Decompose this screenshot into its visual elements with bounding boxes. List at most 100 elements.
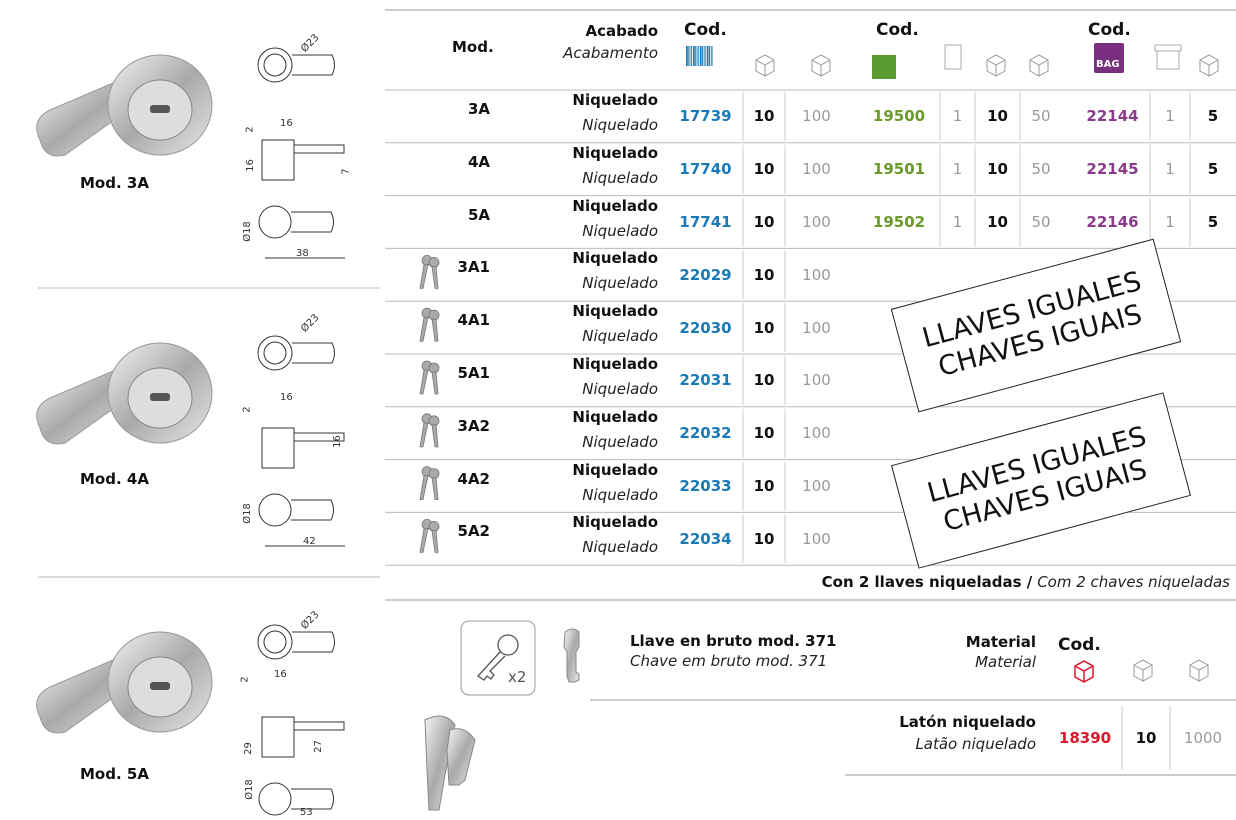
model-label: Mod. 5A [80,765,149,783]
note-text: Con 2 llaves niqueladas / [821,573,1033,591]
cell-value: 10 [753,476,775,495]
lock-photo [36,54,213,157]
keyhole [150,682,170,690]
cell-value: 50 [1031,212,1051,231]
bar [699,46,702,66]
cell-value: 1 [1165,212,1175,231]
key-head [428,362,440,374]
keys-icon [419,466,440,500]
cell-value: 100 [802,371,831,390]
key-blade [419,264,439,289]
keyhole [150,105,170,113]
key-photo [424,628,580,811]
cell-value: 10 [753,318,775,337]
outline [294,432,345,442]
cell-value: 10 [753,371,775,390]
outline [263,341,287,365]
dimension: 2 [241,406,253,413]
dimension: 27 [312,740,324,753]
outline [257,335,293,371]
row-finish: Niquelado [572,143,658,162]
cell-value: 100 [802,529,831,548]
cell-value: 100 [802,424,831,443]
bar [702,46,704,66]
key-blade [419,369,439,395]
dimension: Ø18 [243,779,255,800]
model-label: Mod. 4A [80,470,149,488]
key-blade [419,422,439,448]
row-model: 5A [467,205,490,224]
cell-value: 100 [802,212,831,231]
header-finish-pt: Acabamento [563,44,658,62]
outline [294,721,345,731]
header-mod: Mod. [452,38,494,56]
outline [294,144,345,154]
row-finish-pt: Niquelado [582,327,658,346]
code-label: Cod. [684,20,727,40]
row-model: 5A1 [457,364,490,382]
material-label-pt: Material [975,653,1036,671]
outline [1133,659,1153,682]
barcode-icon [686,46,713,66]
row-finish: Niquelado [572,91,658,109]
outline [291,499,334,521]
keys-icon [419,360,440,395]
box-icon [755,54,775,77]
code-label: Cod. [1088,20,1131,40]
material-pt: Latão niquelado [915,735,1036,753]
row-model: 3A [467,100,490,118]
dimension: Ø18 [241,221,253,242]
cell-value: 5 [1207,212,1219,231]
dimension: Ø18 [241,503,253,524]
box-icon [1133,659,1153,682]
lock-photo [36,631,213,734]
cell-value: 10 [1135,729,1157,747]
row-model: 4A [467,152,490,171]
tech-drawing [257,47,345,259]
outline [1029,54,1049,77]
outline [257,624,293,660]
box-icon-red [1074,660,1094,683]
box-icon [1199,54,1219,77]
icon-badge: x2 [508,668,527,686]
lock-photo [36,342,213,445]
row-finish: Niquelado [572,407,658,426]
row-finish-pt: Niquelado [582,221,658,240]
key-head [428,256,440,268]
material-label: Material [965,633,1036,651]
row-finish-pt: Niquelado [582,432,658,451]
dimension: 16 [280,392,293,403]
row-model: 4A1 [457,311,490,330]
outline [261,427,295,469]
cell-value: 1 [1165,160,1175,179]
cell-value: 10 [987,212,1008,231]
cell-value: 17741 [679,212,732,231]
keys-icon [419,519,440,553]
cell-value: 22034 [679,529,732,548]
key-blade [419,528,439,553]
outline [811,54,831,77]
cell-value: 17740 [679,160,732,179]
cell-value: 22144 [1086,107,1139,126]
keys-icon [419,254,440,289]
dimension: 16 [331,435,343,448]
outline [1189,659,1209,682]
key-head [428,415,440,427]
bar [690,46,692,66]
cell-value: 10 [987,160,1008,179]
row-finish: Niquelado [572,460,658,479]
outline [258,205,292,239]
bar [697,46,699,66]
outline [257,47,293,83]
dimension: 16 [244,159,256,172]
cell-value: 18390 [1058,729,1112,747]
row-model: 3A2 [457,416,490,435]
header-finish: Acabado [585,22,658,40]
key-head [428,521,440,532]
outline [263,630,287,654]
key-blade [419,316,439,342]
cell-value: 22033 [679,476,732,495]
bar [695,46,697,66]
cell-value: 10 [753,212,775,231]
outline [292,631,335,653]
